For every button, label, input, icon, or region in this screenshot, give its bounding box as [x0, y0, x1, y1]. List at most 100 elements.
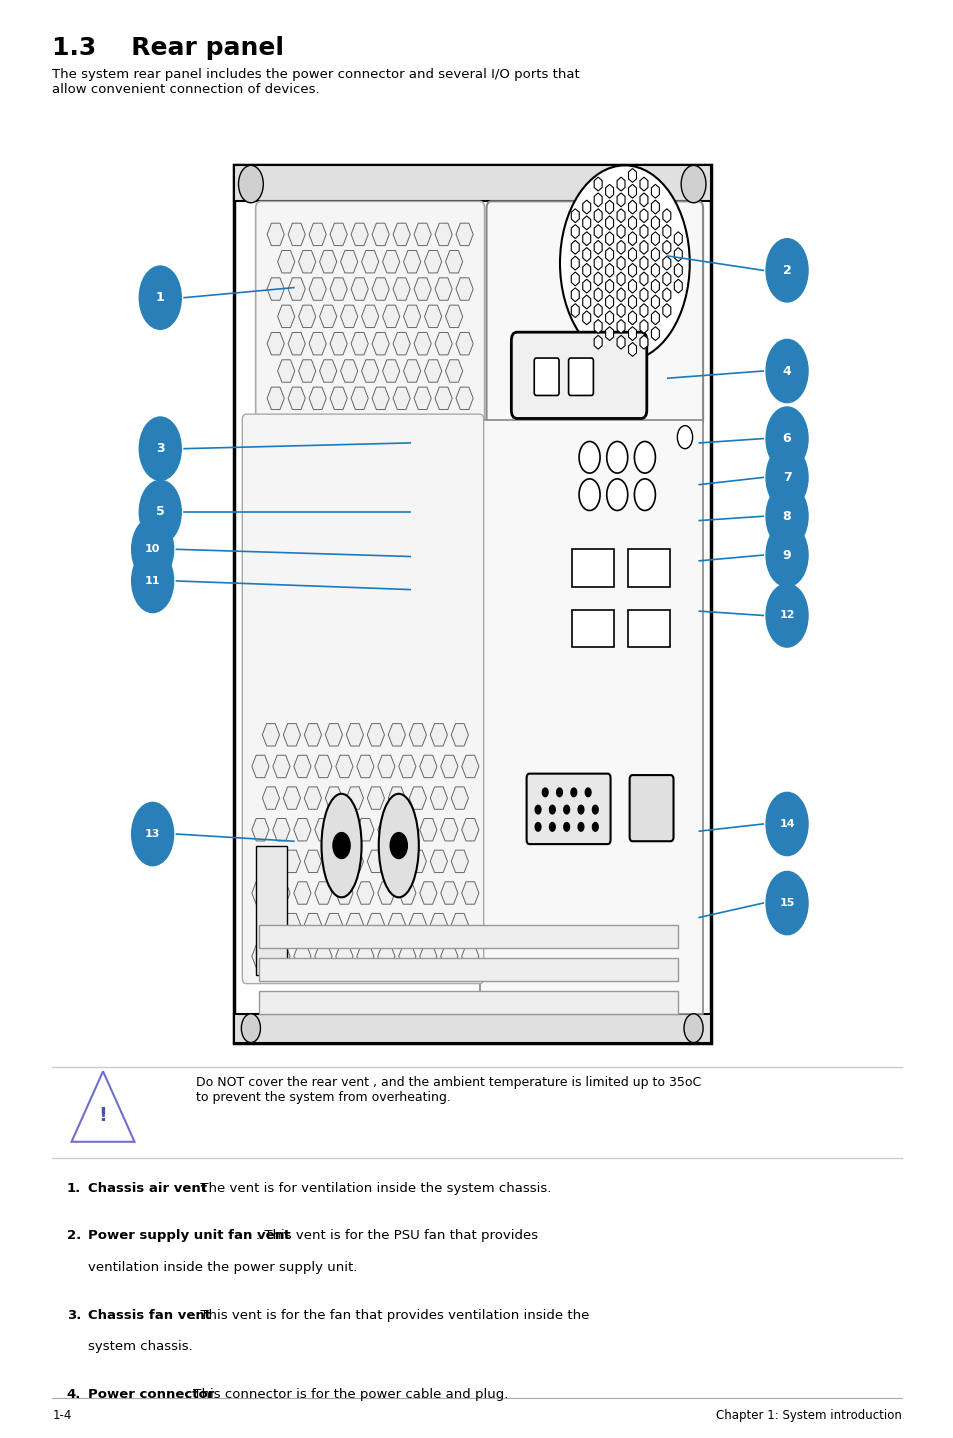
Text: 1.: 1. [67, 1182, 81, 1195]
Circle shape [765, 523, 807, 587]
FancyBboxPatch shape [627, 610, 669, 647]
FancyBboxPatch shape [258, 925, 678, 948]
Bar [233, 165, 710, 201]
Ellipse shape [321, 794, 361, 897]
Circle shape [139, 417, 181, 480]
FancyBboxPatch shape [233, 165, 710, 1043]
Circle shape [549, 805, 555, 814]
Circle shape [634, 479, 655, 510]
FancyBboxPatch shape [629, 775, 673, 841]
Circle shape [132, 802, 173, 866]
Polygon shape [71, 1071, 134, 1142]
FancyBboxPatch shape [255, 201, 484, 427]
Circle shape [765, 584, 807, 647]
Text: 2.: 2. [67, 1229, 81, 1242]
Text: 1: 1 [155, 290, 165, 305]
Circle shape [557, 788, 561, 797]
Text: 3: 3 [155, 441, 165, 456]
FancyBboxPatch shape [534, 358, 558, 395]
Text: . This connector is for the power cable and plug.: . This connector is for the power cable … [185, 1388, 508, 1401]
Text: Do NOT cover the rear vent , and the ambient temperature is limited up to 35oC
t: Do NOT cover the rear vent , and the amb… [195, 1076, 700, 1103]
Text: 1.3    Rear panel: 1.3 Rear panel [52, 36, 284, 60]
Text: 11: 11 [145, 577, 160, 585]
Text: Chassis air vent: Chassis air vent [88, 1182, 207, 1195]
Circle shape [765, 871, 807, 935]
Circle shape [139, 266, 181, 329]
Text: !: ! [98, 1106, 108, 1126]
Circle shape [132, 549, 173, 613]
FancyBboxPatch shape [242, 414, 483, 984]
Text: . The vent is for ventilation inside the system chassis.: . The vent is for ventilation inside the… [192, 1182, 551, 1195]
Circle shape [535, 805, 540, 814]
Circle shape [559, 165, 689, 361]
Circle shape [683, 1014, 702, 1043]
Circle shape [677, 426, 692, 449]
Text: 6: 6 [781, 431, 791, 446]
Circle shape [241, 1014, 260, 1043]
Circle shape [578, 805, 583, 814]
Circle shape [139, 480, 181, 544]
Text: Chassis fan vent: Chassis fan vent [88, 1309, 211, 1322]
Text: 13: 13 [145, 830, 160, 838]
Circle shape [535, 823, 540, 831]
Text: 10: 10 [145, 545, 160, 554]
Circle shape [765, 485, 807, 548]
Circle shape [765, 407, 807, 470]
Circle shape [578, 441, 599, 473]
Circle shape [563, 823, 569, 831]
Text: ventilation inside the power supply unit.: ventilation inside the power supply unit… [88, 1261, 356, 1274]
FancyBboxPatch shape [526, 774, 610, 844]
Circle shape [563, 805, 569, 814]
Text: 8: 8 [781, 509, 791, 523]
Circle shape [585, 788, 590, 797]
Bar [233, 1014, 710, 1043]
Circle shape [132, 518, 173, 581]
Circle shape [592, 805, 598, 814]
Circle shape [333, 833, 350, 858]
Circle shape [765, 446, 807, 509]
Circle shape [606, 441, 627, 473]
Text: . This vent is for the PSU fan that provides: . This vent is for the PSU fan that prov… [256, 1229, 538, 1242]
Circle shape [238, 165, 263, 203]
FancyBboxPatch shape [511, 332, 646, 418]
Text: The system rear panel includes the power connector and several I/O ports that
al: The system rear panel includes the power… [52, 68, 579, 95]
Text: 12: 12 [779, 611, 794, 620]
Circle shape [390, 833, 407, 858]
Text: 2: 2 [781, 263, 791, 278]
Circle shape [634, 441, 655, 473]
Text: 4.: 4. [67, 1388, 81, 1401]
Circle shape [570, 788, 576, 797]
Circle shape [578, 479, 599, 510]
Text: system chassis.: system chassis. [88, 1340, 193, 1353]
Text: Power connector: Power connector [88, 1388, 213, 1401]
Text: 15: 15 [779, 899, 794, 907]
Text: 1-4: 1-4 [52, 1409, 71, 1422]
Text: 4: 4 [781, 364, 791, 378]
Text: Power supply unit fan vent: Power supply unit fan vent [88, 1229, 290, 1242]
Circle shape [592, 823, 598, 831]
Text: . This vent is for the fan that provides ventilation inside the: . This vent is for the fan that provides… [192, 1309, 588, 1322]
FancyBboxPatch shape [572, 610, 614, 647]
Circle shape [541, 788, 547, 797]
FancyBboxPatch shape [479, 420, 702, 1014]
FancyBboxPatch shape [255, 846, 287, 975]
Text: 3.: 3. [67, 1309, 81, 1322]
FancyBboxPatch shape [486, 201, 702, 427]
Circle shape [765, 792, 807, 856]
Circle shape [680, 165, 705, 203]
Text: Chapter 1: System introduction: Chapter 1: System introduction [715, 1409, 901, 1422]
Circle shape [606, 479, 627, 510]
Circle shape [765, 239, 807, 302]
Text: 5: 5 [155, 505, 165, 519]
FancyBboxPatch shape [572, 549, 614, 587]
Circle shape [765, 339, 807, 403]
Text: 14: 14 [779, 820, 794, 828]
Text: 9: 9 [781, 548, 791, 562]
FancyBboxPatch shape [568, 358, 593, 395]
Ellipse shape [378, 794, 418, 897]
FancyBboxPatch shape [258, 991, 678, 1014]
Circle shape [578, 823, 583, 831]
Text: 7: 7 [781, 470, 791, 485]
Circle shape [549, 823, 555, 831]
FancyBboxPatch shape [258, 958, 678, 981]
